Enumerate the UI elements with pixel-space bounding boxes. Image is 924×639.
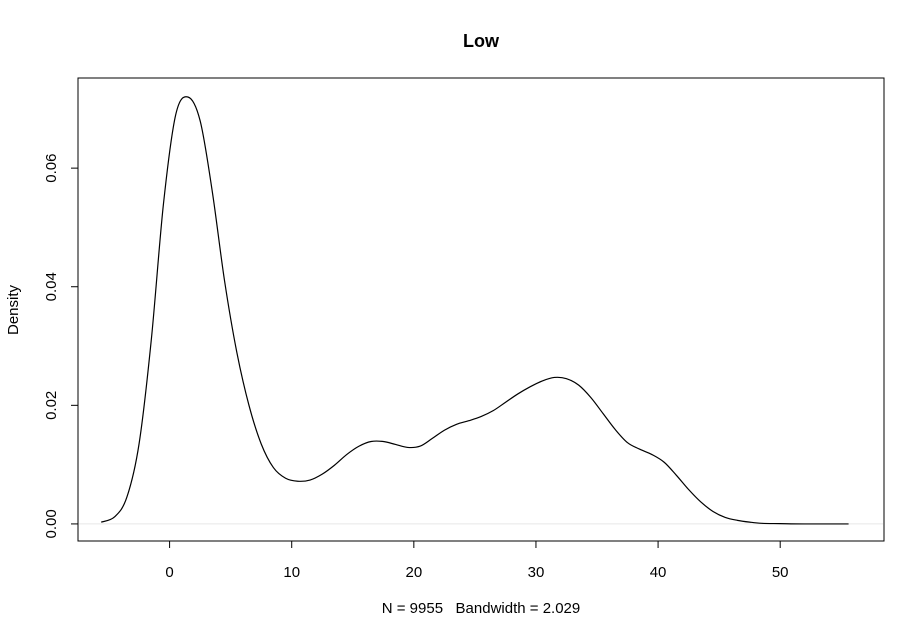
y-tick-label: 0.02 <box>43 391 60 420</box>
y-axis: 0.00 0.02 0.04 0.06 <box>43 154 79 539</box>
y-tick-label: 0.00 <box>43 509 60 538</box>
y-tick-label: 0.06 <box>43 154 60 183</box>
y-tick-label: 0.04 <box>43 272 60 301</box>
x-tick-label: 40 <box>650 564 667 581</box>
density-curve <box>100 96 849 525</box>
x-axis-label: N = 9955 Bandwidth = 2.029 <box>382 600 580 617</box>
x-tick-label: 0 <box>165 564 173 581</box>
plot-frame <box>77 77 885 542</box>
x-tick-label: 10 <box>283 564 300 581</box>
x-axis: 0 10 20 30 40 50 <box>165 540 789 581</box>
chart-title: Low <box>463 31 500 51</box>
series-layer <box>100 96 849 525</box>
x-tick-label: 50 <box>772 564 789 581</box>
y-axis-label: Density <box>5 284 22 335</box>
x-tick-label: 30 <box>528 564 545 581</box>
x-tick-label: 20 <box>405 564 422 581</box>
